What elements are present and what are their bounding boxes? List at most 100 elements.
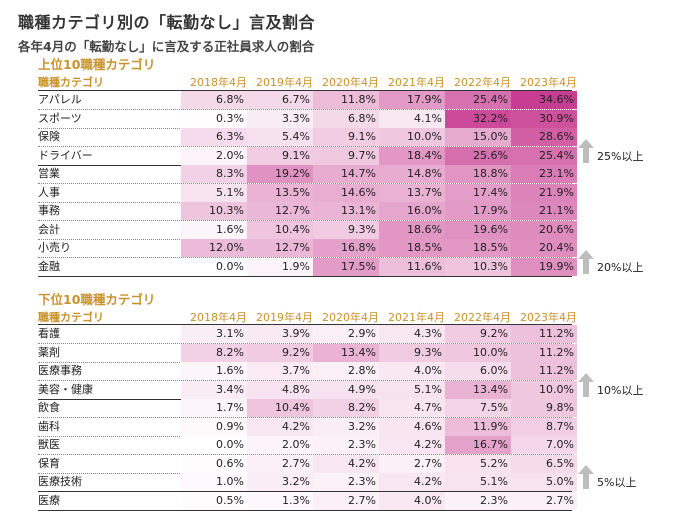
heatmap-cell: 12.0% — [181, 239, 247, 257]
row-label: 薬剤 — [38, 345, 60, 359]
row-label: 保険 — [38, 130, 60, 143]
heatmap-cell: 8.7% — [511, 417, 577, 436]
heatmap-cell: 17.9% — [445, 202, 511, 220]
heatmap-cell: 21.9% — [511, 183, 577, 202]
heatmap-cell: 10.3% — [181, 202, 247, 220]
column-header: 2020年4月 — [322, 311, 379, 324]
up-arrow-icon — [578, 249, 594, 274]
heatmap-cell: 3.2% — [313, 417, 379, 436]
heatmap-cell: 23.1% — [511, 165, 577, 183]
heatmap-cell: 2.7% — [313, 491, 379, 510]
row-label: 保育 — [38, 456, 60, 470]
heatmap-cell: 25.4% — [445, 91, 511, 109]
heatmap-cell: 11.2% — [511, 343, 577, 362]
heatmap-cell: 6.8% — [313, 109, 379, 128]
heatmap-cell: 8.2% — [181, 343, 247, 362]
heatmap-cell: 16.7% — [445, 436, 511, 454]
heatmap-cell: 11.2% — [511, 362, 577, 380]
row-label: 会計 — [38, 222, 60, 236]
heatmap-cell: 6.5% — [511, 454, 577, 473]
heatmap-cell: 20.4% — [511, 239, 577, 257]
row-label: 人事 — [38, 185, 60, 199]
column-header: 2023年4月 — [520, 76, 577, 89]
row-label: 獣医 — [38, 438, 60, 451]
heatmap-cell: 18.5% — [379, 239, 445, 257]
heatmap-cell: 8.3% — [181, 165, 247, 183]
heatmap-cell: 9.1% — [247, 146, 313, 165]
heatmap-cell: 6.0% — [445, 362, 511, 380]
heatmap-cell: 15.0% — [445, 128, 511, 146]
heatmap-cell: 7.5% — [445, 399, 511, 417]
heatmap-cell: 11.2% — [511, 325, 577, 343]
column-header: 2021年4月 — [388, 76, 445, 89]
heatmap-cell: 5.4% — [247, 128, 313, 146]
heatmap-cell: 6.7% — [247, 91, 313, 109]
heatmap-cell: 10.0% — [445, 343, 511, 362]
heatmap-cell: 3.4% — [181, 380, 247, 399]
heatmap-cell: 5.2% — [445, 454, 511, 473]
row-label: 美容・健康 — [38, 382, 93, 396]
heatmap-cell: 2.3% — [313, 473, 379, 491]
row-rule — [38, 275, 572, 277]
heatmap-cell: 1.9% — [247, 257, 313, 276]
heatmap-cell: 9.1% — [313, 128, 379, 146]
column-header: 2023年4月 — [520, 311, 577, 324]
heatmap-cell: 4.3% — [379, 325, 445, 343]
column-header: 2020年4月 — [322, 76, 379, 89]
heatmap-cell: 0.9% — [181, 417, 247, 436]
heatmap-cell: 18.5% — [445, 239, 511, 257]
heatmap-cell: 5.0% — [511, 473, 577, 491]
heatmap-cell: 11.8% — [313, 91, 379, 109]
heatmap-cell: 21.1% — [511, 202, 577, 220]
threshold-label: 5%以上 — [597, 476, 637, 489]
heatmap-cell: 11.6% — [379, 257, 445, 276]
heatmap-cell: 4.1% — [379, 109, 445, 128]
heatmap-cell: 8.2% — [313, 399, 379, 417]
heatmap-cell: 9.7% — [313, 146, 379, 165]
row-label: 事務 — [38, 204, 60, 217]
heatmap-cell: 3.1% — [181, 325, 247, 343]
heatmap-cell: 3.7% — [247, 362, 313, 380]
heatmap-cell: 4.0% — [379, 491, 445, 510]
up-arrow-icon — [578, 372, 594, 397]
row-header: 職種カテゴリ — [38, 311, 104, 324]
up-arrow-icon — [578, 465, 594, 489]
heatmap-cell: 9.2% — [445, 325, 511, 343]
column-header: 2022年4月 — [454, 76, 511, 89]
row-label: 飲食 — [38, 401, 60, 414]
header-rule — [38, 324, 572, 325]
heatmap-cell: 2.7% — [247, 454, 313, 473]
heatmap-cell: 1.7% — [181, 399, 247, 417]
heatmap-cell: 34.6% — [511, 91, 577, 109]
heatmap-cell: 0.0% — [181, 436, 247, 454]
heatmap-cell: 13.1% — [313, 202, 379, 220]
heatmap-cell: 2.3% — [313, 436, 379, 454]
heatmap-cell: 18.8% — [445, 165, 511, 183]
heatmap-cell: 4.8% — [247, 380, 313, 399]
heatmap-cell: 16.0% — [379, 202, 445, 220]
column-header: 2018年4月 — [190, 76, 247, 89]
column-header: 2022年4月 — [454, 311, 511, 324]
column-header: 2018年4月 — [190, 311, 247, 324]
page-title: 職種カテゴリ別の「転勤なし」言及割合 — [18, 13, 316, 32]
heatmap-cell: 18.4% — [379, 146, 445, 165]
heatmap-cell: 19.6% — [445, 220, 511, 239]
row-header: 職種カテゴリ — [38, 76, 104, 89]
heatmap-cell: 14.7% — [313, 165, 379, 183]
heatmap-cell: 16.8% — [313, 239, 379, 257]
heatmap-cell: 4.9% — [313, 380, 379, 399]
heatmap-cell: 12.7% — [247, 239, 313, 257]
heatmap-cell: 10.0% — [511, 380, 577, 399]
row-label: 看護 — [38, 327, 60, 340]
heatmap-cell: 2.3% — [445, 491, 511, 510]
column-header: 2021年4月 — [388, 311, 445, 324]
row-label: 歯科 — [38, 419, 60, 433]
heatmap-cell: 10.4% — [247, 399, 313, 417]
heatmap-cell: 4.2% — [379, 436, 445, 454]
row-label: 医療事務 — [38, 364, 82, 377]
heatmap-cell: 2.8% — [313, 362, 379, 380]
row-rule — [38, 509, 572, 511]
heatmap-cell: 28.6% — [511, 128, 577, 146]
heatmap-cell: 17.4% — [445, 183, 511, 202]
heatmap-cell: 17.9% — [379, 91, 445, 109]
